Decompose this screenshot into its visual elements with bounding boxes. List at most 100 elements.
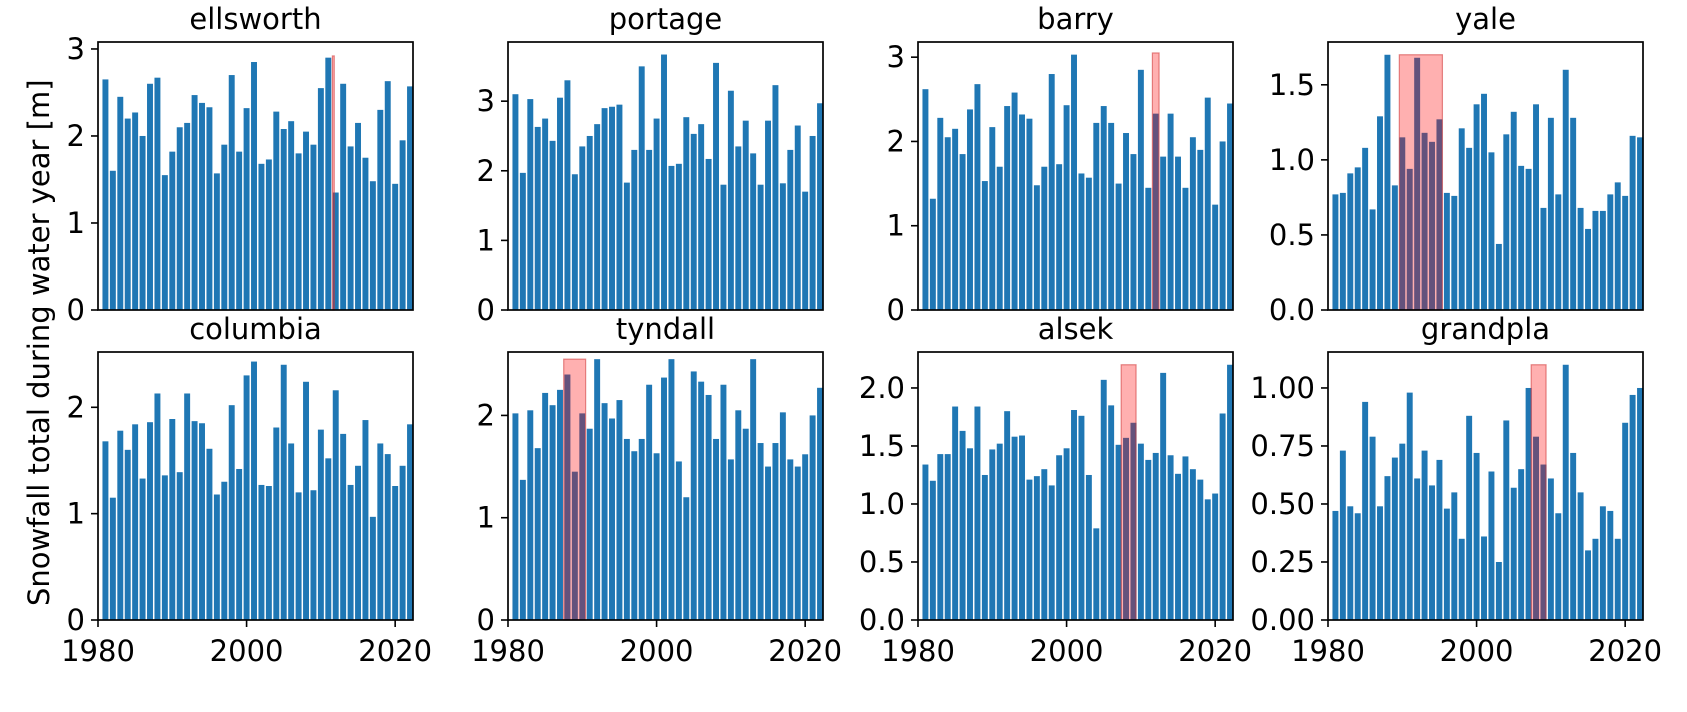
y-tick-label: 0 xyxy=(67,603,85,637)
chart-title: ellsworth xyxy=(189,2,322,36)
bar-2021 xyxy=(809,135,816,310)
bar-1996 xyxy=(1443,192,1450,310)
bar-1989 xyxy=(571,174,578,310)
bar-2008 xyxy=(303,131,309,310)
bar-1990 xyxy=(579,146,586,310)
bar-2002 xyxy=(258,163,265,310)
bar-2006 xyxy=(288,443,295,620)
bar-2004 xyxy=(683,497,690,620)
bar-2018 xyxy=(787,459,794,620)
y-tick-label: 0.5 xyxy=(1269,218,1315,252)
bar-2004 xyxy=(1503,134,1510,310)
bar-2000 xyxy=(243,108,250,310)
bar-1983 xyxy=(527,410,534,620)
axes-spines xyxy=(917,351,1234,621)
bar-2015 xyxy=(355,465,361,620)
bar-2008 xyxy=(713,62,719,310)
bar-1988 xyxy=(154,77,161,311)
bar-1987 xyxy=(147,422,153,620)
bar-1982 xyxy=(1339,192,1346,310)
y-tick-label: 1.0 xyxy=(1269,143,1315,177)
bar-1996 xyxy=(213,494,220,620)
bar-2018 xyxy=(1197,149,1204,310)
bar-1997 xyxy=(221,144,228,310)
subplot-tyndall: tyndall 0 1 2 1980 2000 2020 xyxy=(418,312,843,700)
bar-1984 xyxy=(534,448,541,620)
axes-spines xyxy=(507,41,824,311)
bar-2002 xyxy=(1078,173,1085,310)
bar-2020 xyxy=(802,454,809,620)
bar-1999 xyxy=(1056,455,1063,620)
bar-1994 xyxy=(1019,435,1025,620)
bar-2005 xyxy=(280,364,287,620)
bar-1992 xyxy=(184,393,191,620)
bar-1983 xyxy=(1347,506,1354,620)
bar-1989 xyxy=(981,474,988,620)
bar-1984 xyxy=(124,449,131,620)
chart-title: barry xyxy=(1037,2,1114,36)
bar-1996 xyxy=(623,438,630,620)
columbia-plot-area: 0 1 2 1980 2000 2020 xyxy=(61,351,432,668)
bar-2000 xyxy=(653,453,660,620)
bar-2014 xyxy=(757,443,764,620)
bar-2011 xyxy=(1145,459,1152,620)
bar-1989 xyxy=(161,475,168,620)
bar-2005 xyxy=(1510,487,1517,620)
bar-2022 xyxy=(407,86,413,310)
bar-2004 xyxy=(1503,420,1510,620)
bar-1993 xyxy=(1011,436,1018,620)
bar-2021 xyxy=(399,140,406,310)
bar-2003 xyxy=(265,486,272,620)
bar-2022 xyxy=(1227,364,1233,620)
y-tick-label: 2.0 xyxy=(859,371,905,405)
bar-1998 xyxy=(228,405,235,620)
bar-2003 xyxy=(1085,474,1092,620)
bar-1987 xyxy=(557,389,563,620)
bar-2005 xyxy=(1100,379,1107,620)
bar-1994 xyxy=(1019,114,1025,310)
bar-2010 xyxy=(1547,117,1554,310)
bar-1985 xyxy=(952,128,959,310)
bar-2006 xyxy=(698,381,705,620)
bar-2008 xyxy=(713,438,719,620)
bar-2021 xyxy=(399,465,406,620)
bar-1981 xyxy=(922,464,929,620)
bar-1985 xyxy=(132,112,139,310)
bar-1995 xyxy=(1026,479,1033,620)
bar-1998 xyxy=(638,66,645,310)
bar-2010 xyxy=(1137,443,1144,620)
y-tick-label: 3 xyxy=(887,40,905,74)
bar-2013 xyxy=(340,433,347,620)
y-tick-label: 1 xyxy=(67,497,85,531)
bar-2001 xyxy=(661,377,667,620)
bar-2022 xyxy=(1637,137,1643,310)
bar-1997 xyxy=(1451,195,1458,310)
bar-1992 xyxy=(1414,478,1421,620)
bar-2020 xyxy=(1212,493,1219,620)
bar-2002 xyxy=(668,165,675,310)
bar-1981 xyxy=(1332,194,1339,310)
bar-2010 xyxy=(1547,478,1554,620)
bar-2000 xyxy=(1063,448,1070,620)
x-tick-label: 2000 xyxy=(210,634,284,668)
bar-2014 xyxy=(1577,492,1584,620)
bar-2019 xyxy=(1204,97,1211,310)
bar-1984 xyxy=(534,126,541,310)
bar-1984 xyxy=(1354,513,1361,620)
bar-1995 xyxy=(1026,118,1033,310)
bar-2018 xyxy=(377,109,384,311)
bar-1981 xyxy=(512,413,519,620)
bar-1995 xyxy=(616,104,623,311)
axes-spines xyxy=(507,351,824,621)
bar-1994 xyxy=(1429,485,1435,620)
bar-2015 xyxy=(355,122,361,310)
bar-2015 xyxy=(1175,473,1181,620)
bar-1981 xyxy=(102,79,109,310)
bar-1993 xyxy=(1011,92,1018,310)
bar-1993 xyxy=(191,95,198,310)
chart-title: yale xyxy=(1455,2,1516,36)
bar-1998 xyxy=(1458,538,1465,620)
highlight-span xyxy=(1151,52,1160,311)
bar-2016 xyxy=(772,443,779,620)
